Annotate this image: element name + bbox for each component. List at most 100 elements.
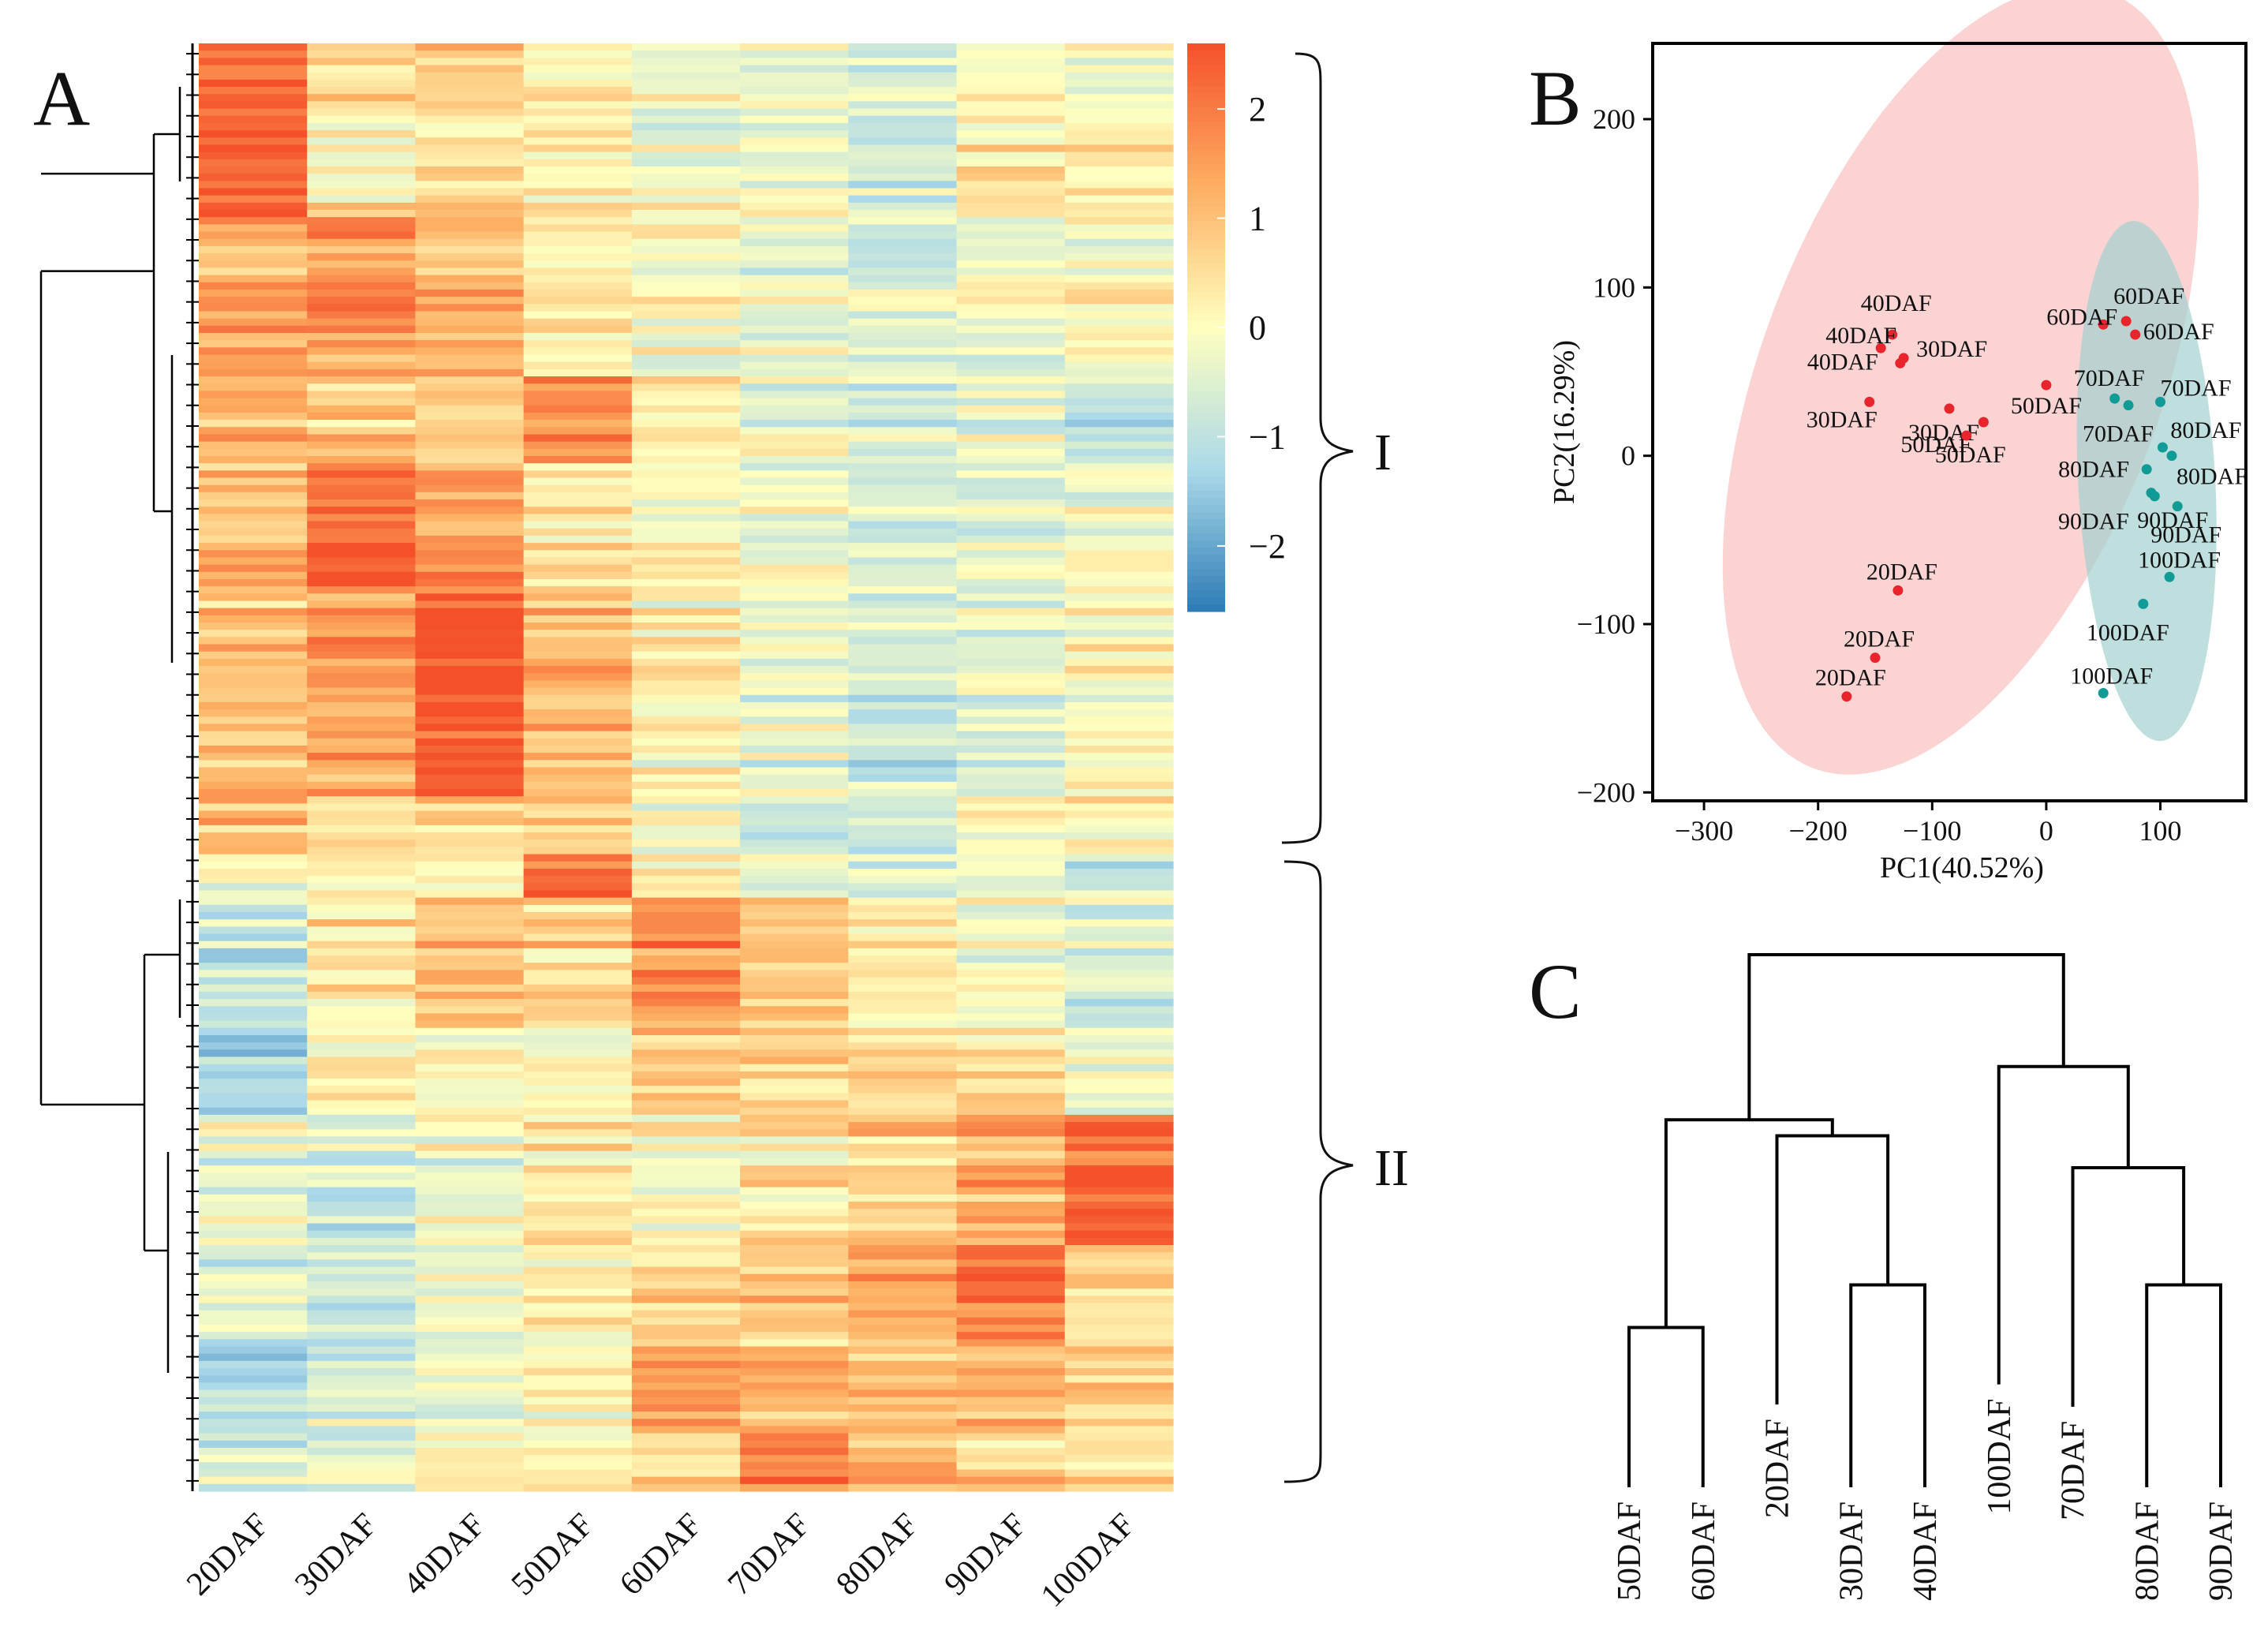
heatmap-row bbox=[199, 999, 1174, 1007]
heatmap-cell bbox=[956, 1180, 1066, 1188]
heatmap-cell bbox=[523, 441, 633, 450]
heatmap-cell bbox=[523, 43, 633, 51]
color-scale-step bbox=[1187, 533, 1225, 541]
heatmap-cell bbox=[631, 673, 741, 682]
heatmap-cell bbox=[523, 297, 633, 305]
heatmap-cell bbox=[1064, 940, 1174, 949]
heatmap-cell bbox=[199, 1353, 308, 1362]
heatmap-row bbox=[199, 368, 1174, 377]
heatmap-cell bbox=[1064, 1107, 1174, 1116]
heatmap-cell bbox=[631, 933, 741, 942]
heatmap-cell bbox=[631, 1281, 741, 1289]
confidence-ellipse bbox=[1722, 0, 2199, 775]
heatmap-cell bbox=[631, 760, 741, 768]
heatmap-cell bbox=[740, 217, 849, 225]
heatmap-cell bbox=[199, 1143, 308, 1152]
heatmap-cell bbox=[956, 955, 1066, 963]
heatmap-cell bbox=[307, 1006, 417, 1015]
heatmap-cell bbox=[307, 1339, 417, 1348]
heatmap-cell bbox=[956, 933, 1066, 942]
heatmap-cell bbox=[956, 1100, 1066, 1109]
heatmap-row bbox=[199, 1303, 1174, 1311]
heatmap-cell bbox=[307, 101, 417, 110]
heatmap-cell bbox=[631, 528, 741, 537]
heatmap-cell bbox=[956, 1483, 1066, 1492]
heatmap-cell bbox=[415, 521, 525, 529]
heatmap-cell bbox=[415, 115, 525, 124]
heatmap-cell bbox=[631, 919, 741, 927]
heatmap-cell bbox=[631, 1049, 741, 1058]
heatmap-row bbox=[199, 1020, 1174, 1029]
heatmap-cell bbox=[848, 753, 958, 761]
heatmap-cell bbox=[956, 318, 1066, 327]
color-scale-step bbox=[1187, 434, 1225, 442]
color-scale-step bbox=[1187, 86, 1225, 94]
dendrogram-leaf-label: 100DAF bbox=[1982, 1399, 2018, 1515]
heatmap-cell bbox=[523, 1382, 633, 1391]
color-scale-tick-label: −1 bbox=[1249, 417, 1286, 456]
heatmap-cell bbox=[523, 1447, 633, 1456]
heatmap-cell bbox=[415, 912, 525, 920]
heatmap-cell bbox=[848, 933, 958, 942]
heatmap-row bbox=[199, 333, 1174, 341]
heatmap-cell bbox=[415, 174, 525, 181]
pca-point: 60DAF bbox=[2130, 319, 2214, 345]
heatmap-cell bbox=[631, 333, 741, 341]
pca-point-marker bbox=[2166, 451, 2177, 462]
panel-letter-c: C bbox=[1529, 948, 1582, 1035]
heatmap-cell bbox=[307, 267, 417, 276]
pca-point: 20DAF bbox=[1844, 626, 1915, 664]
heatmap-cell bbox=[740, 1288, 849, 1296]
heatmap-cell bbox=[740, 666, 849, 674]
heatmap-cell bbox=[848, 368, 958, 377]
heatmap-cell bbox=[199, 940, 308, 949]
heatmap-cell bbox=[956, 600, 1066, 609]
heatmap-cell bbox=[740, 608, 849, 616]
heatmap-cell bbox=[631, 1042, 741, 1050]
heatmap-cell bbox=[415, 1368, 525, 1376]
heatmap-row bbox=[199, 1426, 1174, 1434]
heatmap-cell bbox=[307, 586, 417, 594]
heatmap-cell bbox=[199, 578, 308, 587]
heatmap-cell bbox=[523, 701, 633, 710]
heatmap-cell bbox=[415, 289, 525, 297]
heatmap-cell bbox=[307, 1034, 417, 1043]
heatmap-cell bbox=[740, 760, 849, 768]
heatmap-cell bbox=[199, 630, 308, 638]
heatmap-cell bbox=[631, 499, 741, 507]
heatmap-cell bbox=[848, 87, 958, 95]
heatmap-cell bbox=[848, 564, 958, 573]
heatmap-cell bbox=[740, 847, 849, 855]
heatmap-cell bbox=[415, 543, 525, 551]
heatmap-cell bbox=[415, 1245, 525, 1253]
color-scale-step bbox=[1187, 448, 1225, 456]
heatmap-cell bbox=[523, 137, 633, 146]
heatmap-cell bbox=[956, 745, 1066, 753]
heatmap-cell bbox=[307, 680, 417, 689]
heatmap-cell bbox=[740, 586, 849, 594]
heatmap-cell bbox=[415, 1237, 525, 1246]
heatmap-cell bbox=[415, 1223, 525, 1232]
heatmap-cell bbox=[199, 202, 308, 211]
dendrogram-leaf-label: 80DAF bbox=[2129, 1501, 2165, 1601]
heatmap-cell bbox=[307, 1223, 417, 1232]
heatmap-cell bbox=[307, 188, 417, 196]
heatmap-cell bbox=[415, 1332, 525, 1340]
heatmap-cell bbox=[415, 673, 525, 682]
heatmap-row bbox=[199, 159, 1174, 167]
heatmap-cell bbox=[523, 1404, 633, 1412]
heatmap-cell bbox=[848, 999, 958, 1007]
heatmap-cell bbox=[740, 948, 849, 956]
heatmap-cell bbox=[956, 427, 1066, 436]
heatmap-cell bbox=[1064, 543, 1174, 551]
heatmap-cell bbox=[848, 926, 958, 935]
heatmap-cell bbox=[523, 1389, 633, 1398]
heatmap-cell bbox=[199, 1114, 308, 1123]
heatmap-cell bbox=[199, 484, 308, 493]
pca-point: 80DAF bbox=[2166, 451, 2247, 490]
heatmap-cell bbox=[523, 1122, 633, 1130]
color-scale-step bbox=[1187, 299, 1225, 307]
heatmap-cell bbox=[631, 72, 741, 80]
heatmap-cell bbox=[199, 217, 308, 225]
heatmap-cell bbox=[523, 1136, 633, 1145]
